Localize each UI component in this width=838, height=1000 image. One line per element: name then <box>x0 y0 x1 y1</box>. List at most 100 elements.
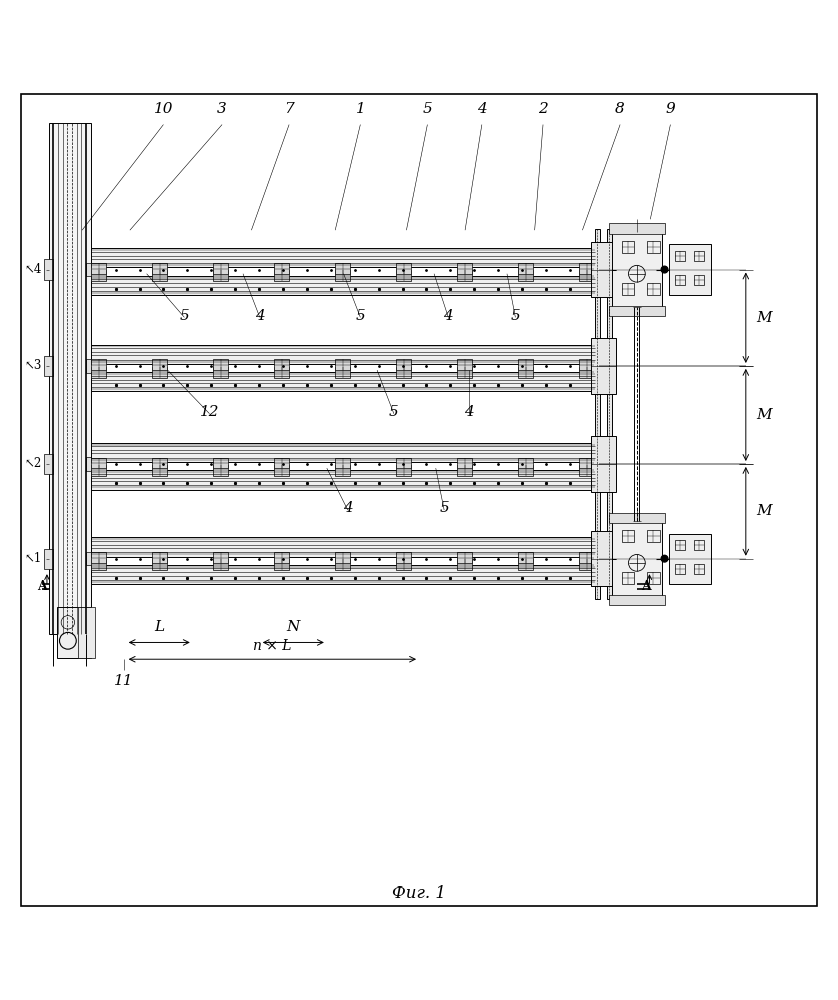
Text: ↖4: ↖4 <box>24 263 42 276</box>
Bar <box>153 367 168 378</box>
Bar <box>675 275 685 285</box>
Bar <box>91 248 595 267</box>
Text: ↖3: ↖3 <box>24 359 42 372</box>
Bar <box>335 359 350 370</box>
Text: 10: 10 <box>153 102 173 116</box>
Bar <box>458 263 473 274</box>
Text: 9: 9 <box>665 102 675 116</box>
Text: ↖1: ↖1 <box>24 552 42 565</box>
Text: 5: 5 <box>439 501 449 515</box>
Bar <box>91 565 595 584</box>
Bar <box>579 359 594 370</box>
Text: 5: 5 <box>355 309 365 323</box>
Bar <box>86 552 96 565</box>
Bar <box>396 263 411 274</box>
Bar <box>518 367 533 378</box>
Bar <box>669 244 711 295</box>
Text: L: L <box>154 620 164 634</box>
Bar <box>91 537 595 557</box>
Text: 11: 11 <box>114 674 134 688</box>
Bar <box>675 251 685 261</box>
Bar <box>153 359 168 370</box>
Text: ↖2: ↖2 <box>24 457 42 470</box>
Bar <box>153 552 168 563</box>
Bar <box>213 263 228 274</box>
Text: 5: 5 <box>422 102 432 116</box>
Bar <box>647 530 660 542</box>
Bar <box>396 458 411 468</box>
Bar <box>213 458 228 468</box>
Text: 7: 7 <box>284 102 294 116</box>
Circle shape <box>661 555 668 562</box>
Bar <box>44 356 53 376</box>
Bar <box>609 223 665 234</box>
Bar <box>579 458 594 468</box>
Bar <box>609 595 665 605</box>
Text: n × L: n × L <box>253 639 292 653</box>
Bar <box>675 564 685 574</box>
Bar <box>274 465 289 476</box>
Text: 4: 4 <box>477 102 487 116</box>
Bar <box>518 263 533 274</box>
Bar <box>335 367 350 378</box>
Bar <box>396 359 411 370</box>
Text: N: N <box>287 620 300 634</box>
Bar <box>694 564 704 574</box>
Bar <box>518 359 533 370</box>
Bar <box>458 270 473 281</box>
Bar <box>458 465 473 476</box>
Bar <box>591 436 616 492</box>
Bar <box>335 552 350 563</box>
Bar <box>396 465 411 476</box>
Bar <box>458 559 473 570</box>
Bar <box>213 367 228 378</box>
Bar <box>579 263 594 274</box>
Bar <box>213 559 228 570</box>
Bar <box>647 283 660 295</box>
Bar <box>335 458 350 468</box>
Bar <box>396 270 411 281</box>
Bar <box>458 552 473 563</box>
Bar <box>91 276 595 295</box>
Bar <box>153 263 168 274</box>
Bar <box>274 367 289 378</box>
Bar <box>91 470 595 490</box>
Bar <box>612 232 662 307</box>
Bar <box>591 531 616 586</box>
Text: Фиг. 1: Фиг. 1 <box>392 885 446 902</box>
Bar <box>458 359 473 370</box>
Bar <box>91 465 106 476</box>
Bar <box>595 229 600 599</box>
Bar <box>86 359 96 373</box>
Bar <box>91 559 106 570</box>
Bar <box>622 241 634 253</box>
Bar <box>274 552 289 563</box>
Text: 1: 1 <box>355 102 365 116</box>
Text: M: M <box>756 504 772 518</box>
Bar <box>579 552 594 563</box>
Bar <box>458 458 473 468</box>
Bar <box>609 306 665 316</box>
Bar <box>669 534 711 584</box>
Bar <box>609 513 665 523</box>
Bar <box>675 540 685 550</box>
Bar <box>518 559 533 570</box>
Text: 4: 4 <box>464 405 474 419</box>
Bar <box>91 270 106 281</box>
Bar <box>396 552 411 563</box>
Bar <box>591 338 616 394</box>
Bar <box>91 367 106 378</box>
Bar <box>622 530 634 542</box>
Bar <box>86 457 96 471</box>
Text: 5: 5 <box>389 405 399 419</box>
Text: 5: 5 <box>179 309 189 323</box>
Bar <box>86 263 96 276</box>
Bar <box>579 367 594 378</box>
Bar <box>44 454 53 474</box>
Bar <box>213 465 228 476</box>
Bar <box>335 465 350 476</box>
Bar <box>579 465 594 476</box>
Bar <box>579 270 594 281</box>
Bar <box>396 559 411 570</box>
Bar <box>335 270 350 281</box>
